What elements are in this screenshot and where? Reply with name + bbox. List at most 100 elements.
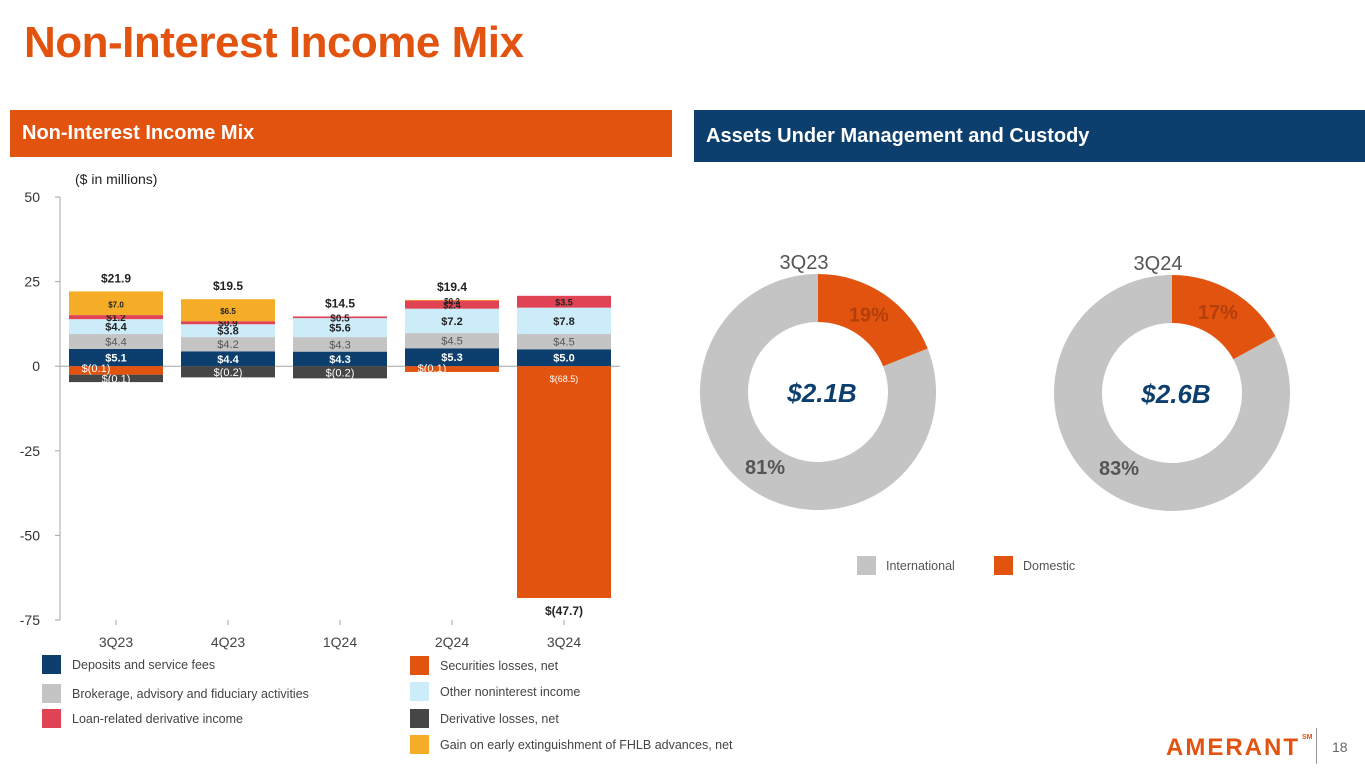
bar-label-red-2q24: $2.4 [443, 301, 461, 311]
bar-label-navy-3q24: $5.0 [553, 353, 574, 365]
y-tick-label: -75 [20, 612, 40, 628]
total-label-3q24: $(47.7) [545, 604, 583, 618]
y-tick-label: 0 [32, 358, 40, 374]
bar-label-light_blue-4q23: $3.8 [217, 326, 238, 338]
donut-domestic-pct-3q24: 17% [1198, 302, 1238, 324]
bar-dark_gray-1q24 [293, 366, 387, 379]
bar-gray-2q24 [405, 333, 499, 349]
aum-legend-item-domestic: Domestic [994, 556, 1075, 575]
bar-red-1q24 [293, 316, 387, 319]
bar-light_blue-4q23 [181, 324, 275, 338]
bar-orange-2q24 [405, 366, 499, 372]
bar-gold-2q24 [405, 299, 499, 301]
legend-label: International [886, 558, 955, 573]
bar-gold-3q23 [69, 291, 163, 316]
donut-international-pct-3q23: 81% [745, 457, 785, 479]
legend-label: Deposits and service fees [72, 657, 216, 672]
legend-label: Domestic [1023, 558, 1076, 573]
donut-domestic-pct-3q23: 19% [849, 304, 889, 326]
bar-navy-3q24 [517, 349, 611, 367]
brand-trademark: SM [1302, 734, 1313, 741]
bar-dark_gray-4q23 [181, 366, 275, 378]
legend-item-other-noninterest-income: Other noninterest income [410, 682, 580, 701]
donut-total-3q24: $2.6B [1140, 379, 1210, 409]
bar-red-4q23 [181, 321, 275, 325]
bar-label-light_blue-1q24: $5.6 [329, 323, 350, 335]
income-mix-header: Non-Interest Income Mix [10, 110, 672, 157]
bar-label-red-4q23: $0.9 [218, 319, 238, 330]
bar-light_blue-3q23 [69, 319, 163, 335]
donut-slice-domestic-3q24 [1172, 275, 1276, 360]
bar-label-orange-3q23: $(0.1) [82, 363, 111, 375]
bar-label-gold-3q23: $7.0 [108, 300, 124, 309]
legend-item-brokerage-advisory-and-fiduciary-activities: Brokerage, advisory and fiduciary activi… [42, 684, 309, 703]
bar-orange-3q23 [69, 366, 163, 375]
bar-label-gold-2q24: $0.2 [444, 297, 460, 306]
aum-header: Assets Under Management and Custody [694, 110, 1365, 162]
legend-swatch [410, 735, 429, 754]
page-title: Non-Interest Income Mix [24, 18, 524, 67]
legend-swatch [410, 656, 429, 675]
bar-navy-2q24 [405, 348, 499, 367]
x-tick-label-3q23: 3Q23 [99, 634, 133, 650]
x-tick-label-1q24: 1Q24 [323, 634, 357, 650]
legend-item-gain-on-early-extinguishment-of-fhlb-advances-net: Gain on early extinguishment of FHLB adv… [410, 735, 733, 754]
legend-label: Gain on early extinguishment of FHLB adv… [440, 737, 733, 752]
aum-legend-item-international: International [857, 556, 955, 575]
legend-item-loan-related-derivative-income: Loan-related derivative income [42, 709, 243, 728]
bar-navy-4q23 [181, 351, 275, 367]
legend-item-derivative-losses-net: Derivative losses, net [410, 709, 559, 728]
donut-period-3q23: 3Q23 [780, 252, 829, 274]
total-label-2q24: $19.4 [437, 280, 467, 294]
legend-swatch [410, 709, 429, 728]
bar-label-gray-2q24: $4.5 [441, 336, 462, 348]
legend-item-securities-losses-net: Securities losses, net [410, 656, 558, 675]
bar-label-light_blue-3q24: $7.8 [553, 316, 574, 328]
aum-donut-charts: 3Q23 $2.1B 19% 81% 3Q24 $2.6B 17% 83% [700, 252, 1290, 511]
legend-item-deposits-and-service-fees: Deposits and service fees [42, 655, 215, 674]
legend-swatch [994, 556, 1013, 575]
bar-gray-3q23 [69, 334, 163, 349]
y-tick-label: -50 [20, 527, 40, 543]
amerant-logo: AMERANT SM [1166, 734, 1313, 762]
bar-gray-3q24 [517, 334, 611, 350]
bar-label-gray-4q23: $4.2 [217, 339, 238, 351]
legend-swatch [42, 684, 61, 703]
y-tick-label: -25 [20, 443, 40, 459]
bar-label-red-3q23: $1.2 [106, 313, 126, 324]
total-label-4q23: $19.5 [213, 279, 243, 293]
legend-label: Derivative losses, net [440, 711, 559, 726]
income-mix-chart: 50250-25-50-75$5.1$4.4$4.4$1.2$7.0$(0.1)… [20, 189, 620, 650]
legend-label: Other noninterest income [440, 684, 581, 699]
bar-label-gray-3q23: $4.4 [105, 336, 126, 348]
bar-red-3q23 [69, 315, 163, 320]
bar-label-red-3q24: $3.5 [555, 298, 573, 308]
donut-slice-domestic-3q23 [818, 274, 928, 367]
bar-red-2q24 [405, 300, 499, 309]
x-tick-label-3q24: 3Q24 [547, 634, 581, 650]
legend-swatch [857, 556, 876, 575]
donut-slice-international-3q24 [1054, 275, 1290, 511]
bar-navy-3q23 [69, 348, 163, 367]
y-tick-label: 25 [24, 274, 40, 290]
bar-gray-4q23 [181, 337, 275, 352]
donut-international-pct-3q24: 83% [1099, 458, 1139, 480]
bar-navy-1q24 [293, 351, 387, 367]
bar-label-dark_gray-4q23: $(0.2) [214, 367, 243, 379]
bar-gold-4q23 [181, 299, 275, 322]
page-number: 18 [1332, 739, 1348, 755]
bar-label-light_blue-3q23: $4.4 [105, 322, 127, 334]
legend-swatch [42, 709, 61, 728]
bar-light_blue-1q24 [293, 318, 387, 338]
total-label-1q24: $14.5 [325, 296, 355, 310]
bar-light_blue-2q24 [405, 308, 499, 334]
bar-label-gray-3q24: $4.5 [553, 337, 574, 349]
legend-label: Securities losses, net [440, 658, 559, 673]
donut-total-3q23: $2.1B [786, 378, 856, 408]
donut-slice-international-3q23 [700, 274, 936, 510]
bar-label-navy-2q24: $5.3 [441, 352, 462, 364]
legend-swatch [410, 682, 429, 701]
bar-label-navy-4q23: $4.4 [217, 354, 239, 366]
units-note: ($ in millions) [75, 171, 158, 187]
bar-label-light_blue-2q24: $7.2 [441, 316, 462, 328]
